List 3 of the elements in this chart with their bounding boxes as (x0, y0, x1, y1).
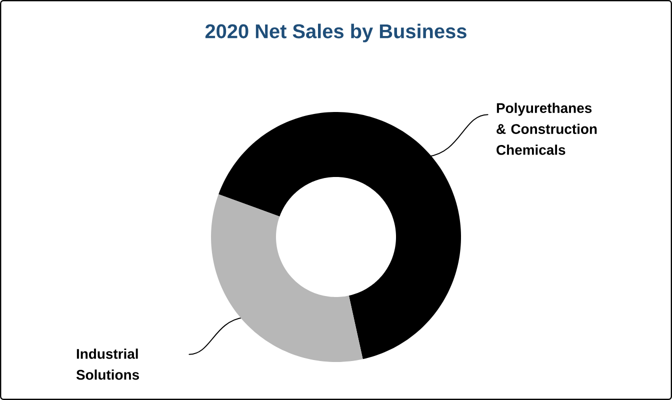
slice-label: Polyurethanes & Construction Chemicals (496, 102, 597, 155)
chart-title: 2020 Net Sales by Business (205, 24, 466, 42)
slice-label: Industrial Solutions (76, 348, 139, 380)
